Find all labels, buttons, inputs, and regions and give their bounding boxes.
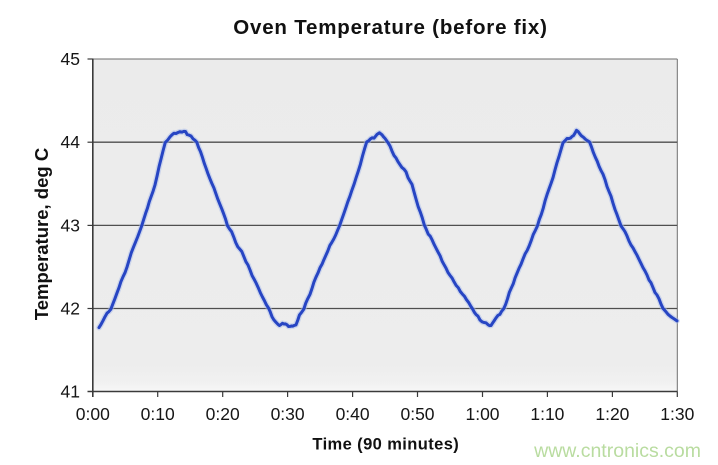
svg-text:43: 43 [61, 215, 80, 235]
svg-text:44: 44 [61, 132, 81, 152]
svg-text:1:00: 1:00 [465, 404, 499, 424]
svg-text:42: 42 [61, 299, 80, 319]
svg-text:45: 45 [61, 49, 80, 69]
svg-text:0:40: 0:40 [336, 404, 370, 424]
svg-text:www.cntronics.com: www.cntronics.com [533, 440, 701, 462]
svg-text:1:20: 1:20 [595, 404, 629, 424]
svg-text:Temperature, deg C: Temperature, deg C [31, 148, 52, 320]
svg-text:0:20: 0:20 [206, 404, 240, 424]
svg-text:0:00: 0:00 [76, 404, 110, 424]
svg-text:Time (90 minutes): Time (90 minutes) [312, 436, 459, 454]
svg-text:Oven Temperature (before fix): Oven Temperature (before fix) [233, 16, 547, 39]
svg-text:1:10: 1:10 [530, 404, 564, 424]
svg-text:0:30: 0:30 [271, 404, 305, 424]
svg-text:0:10: 0:10 [141, 404, 175, 424]
svg-text:1:30: 1:30 [660, 404, 694, 424]
svg-text:0:50: 0:50 [400, 404, 434, 424]
svg-text:41: 41 [61, 382, 80, 402]
